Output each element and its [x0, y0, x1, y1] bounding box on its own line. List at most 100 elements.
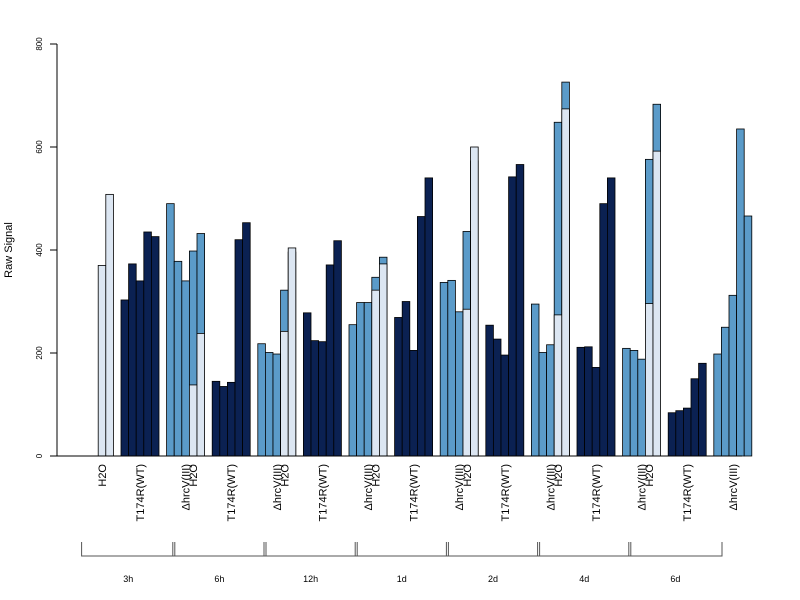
condition-label: H2O [553, 464, 565, 487]
bar [743, 215, 753, 457]
condition-label: T174R(WT) [226, 464, 238, 521]
bar [363, 302, 373, 457]
bar [105, 193, 114, 457]
condition-label: H2O [371, 464, 383, 487]
bar [637, 358, 646, 457]
condition-label: H2O [279, 464, 291, 487]
bar [485, 324, 494, 457]
bar [150, 236, 160, 457]
bar [538, 352, 547, 457]
bar [143, 231, 152, 457]
y-tick-label: 200 [35, 346, 44, 360]
bar [226, 381, 236, 457]
bar [576, 346, 585, 457]
bar [211, 380, 221, 457]
bar [683, 407, 692, 457]
bar [356, 302, 365, 457]
bar [264, 352, 274, 457]
bar [196, 333, 205, 457]
bar [470, 146, 479, 457]
group-label: 6h [214, 574, 224, 584]
condition-label: H2O [644, 464, 656, 487]
bar [120, 299, 129, 457]
group-label: 12h [303, 574, 318, 584]
bar [333, 240, 342, 457]
bar [325, 264, 335, 457]
bar [713, 353, 722, 457]
bar [561, 108, 570, 457]
bar [234, 239, 243, 457]
bar [599, 203, 608, 457]
bar [492, 338, 502, 457]
bar [447, 279, 456, 457]
bar [667, 412, 677, 457]
group-label: 6d [670, 574, 680, 584]
bar [690, 378, 699, 457]
bar [128, 263, 137, 457]
y-tick-label: 400 [35, 243, 44, 257]
group-label: 2d [488, 574, 498, 584]
bar [135, 280, 145, 457]
bar [394, 317, 403, 457]
bar [287, 247, 297, 457]
bar [242, 222, 251, 457]
bar [531, 303, 540, 457]
bar [553, 314, 563, 457]
bar [302, 312, 312, 457]
bar [721, 326, 730, 457]
group-label: 1d [397, 574, 407, 584]
condition-labels: H2O T174R(WT) ΔhrcV(III)H2O T174R(WT) ΔhrcV(… [97, 464, 740, 522]
bar [622, 347, 631, 457]
condition-label: T174R(WT) [317, 464, 329, 521]
condition-label: ΔhrcV(III) [363, 464, 375, 510]
y-tick-label: 800 [35, 37, 44, 51]
bar [272, 353, 281, 457]
bar [188, 384, 198, 457]
condition-label: T174R(WT) [409, 464, 421, 521]
bar [348, 324, 357, 457]
bar [378, 263, 388, 457]
y-axis: 0 200 400 600 800 [35, 37, 58, 458]
y-axis-label: Raw Signal [3, 222, 15, 278]
bar [257, 343, 266, 457]
bar [515, 164, 525, 457]
group-label: 3h [123, 574, 133, 584]
bar [736, 128, 745, 457]
bar [97, 265, 107, 457]
bar [439, 282, 449, 457]
bar [546, 344, 555, 457]
group-bracket [628, 542, 723, 557]
group-bracket [354, 542, 449, 557]
condition-label: T174R(WT) [682, 464, 694, 521]
bar [645, 303, 654, 457]
bar [401, 301, 411, 457]
bar [462, 308, 471, 457]
bar [219, 386, 228, 457]
group-bracket [172, 542, 267, 557]
bar [166, 203, 175, 457]
condition-label: T174R(WT) [135, 464, 147, 521]
condition-label: ΔhrcV(III) [272, 464, 284, 510]
group-brackets: 3h 6h 12h 1d 2d 4d 6d [81, 542, 723, 584]
bar [173, 260, 183, 457]
condition-label: H2O [462, 464, 474, 487]
bar [652, 150, 661, 457]
bar [454, 311, 464, 457]
bar [629, 350, 639, 457]
bar [409, 350, 418, 457]
group-bracket [537, 542, 632, 557]
group-bracket [263, 542, 358, 557]
y-tick-label: 0 [35, 453, 44, 458]
bar [728, 294, 737, 457]
bar [698, 362, 707, 457]
bar [280, 330, 289, 457]
condition-label: ΔhrcV(III) [637, 464, 649, 510]
bar [416, 216, 426, 457]
condition-label: ΔhrcV(III) [545, 464, 557, 510]
condition-label: T174R(WT) [591, 464, 603, 521]
condition-label: H2O [97, 464, 109, 487]
bar [500, 354, 509, 457]
bar [310, 340, 319, 457]
condition-label: ΔhrcV(III) [181, 464, 193, 510]
